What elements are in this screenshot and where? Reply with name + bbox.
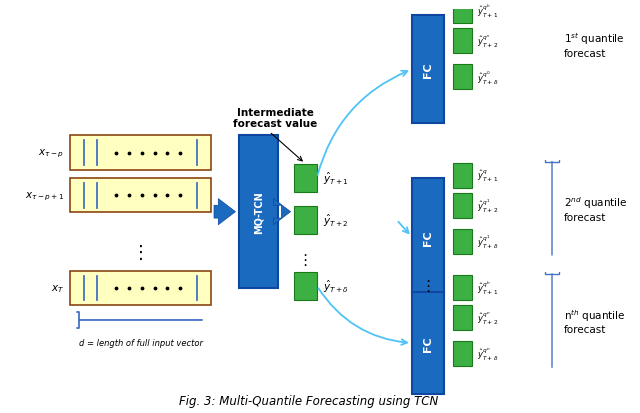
Bar [412,178,444,296]
Text: d = length of full input vector: d = length of full input vector [79,338,202,347]
Text: 1$^{st}$ quantile
forecast: 1$^{st}$ quantile forecast [564,31,625,58]
Bar [453,164,472,188]
Bar [70,136,211,170]
Text: $\hat{y}^{q^{\prime\prime}}_{T+2}$: $\hat{y}^{q^{\prime\prime}}_{T+2}$ [477,33,499,50]
Text: $x_{\tau-p}$: $x_{\tau-p}$ [38,147,64,159]
Text: Intermediate
forecast value: Intermediate forecast value [233,107,317,129]
Text: $\hat{y}^{q^h}_{T+1}$: $\hat{y}^{q^h}_{T+1}$ [477,279,499,297]
Text: $\hat{y}_{T+2}$: $\hat{y}_{T+2}$ [323,212,349,228]
Bar [453,29,472,54]
Text: MQ-TCN: MQ-TCN [253,191,264,233]
Text: Fig. 3: Multi-Quantile Forecasting using TCN: Fig. 3: Multi-Quantile Forecasting using… [179,394,438,407]
Text: ⋮: ⋮ [298,253,313,268]
Text: ⋮: ⋮ [456,228,469,241]
Text: $\hat{y}^{q^1}_{T+2}$: $\hat{y}^{q^1}_{T+2}$ [477,197,499,214]
Text: $\hat{y}^{q^1}_{T+\delta}$: $\hat{y}^{q^1}_{T+\delta}$ [477,233,499,250]
Bar [70,271,211,305]
Bar [70,179,211,213]
Text: $\hat{y}^{q^h}_{T+1}$: $\hat{y}^{q^h}_{T+1}$ [477,3,499,20]
Text: $\hat{y}^{q^0}_{T+\delta}$: $\hat{y}^{q^0}_{T+\delta}$ [477,69,499,86]
Text: n$^{th}$ quantile
forecast: n$^{th}$ quantile forecast [564,307,626,335]
Bar [453,65,472,90]
Text: ⋮: ⋮ [132,243,150,261]
Bar [412,16,444,124]
Text: $\hat{y}_{T+\delta}$: $\hat{y}_{T+\delta}$ [323,278,349,294]
Bar [294,206,317,234]
Polygon shape [273,199,291,225]
Text: FC: FC [422,62,433,78]
Text: FC: FC [422,229,433,245]
Text: $\hat{y}_{T+1}$: $\hat{y}_{T+1}$ [323,170,349,186]
Text: $\hat{y}^{q^n}_{T+2}$: $\hat{y}^{q^n}_{T+2}$ [477,310,499,326]
Bar [453,0,472,24]
Bar [453,342,472,366]
Text: ⋮: ⋮ [420,279,435,294]
Bar [453,305,472,330]
Bar [294,272,317,300]
Bar [239,136,278,288]
Polygon shape [214,199,236,225]
Text: FC: FC [422,335,433,351]
Text: 2$^{nd}$ quantile
forecast: 2$^{nd}$ quantile forecast [564,195,628,223]
Bar [294,164,317,192]
Text: $\hat{y}^{q}_{T+1}$: $\hat{y}^{q}_{T+1}$ [477,168,499,183]
Text: $x_T$: $x_T$ [51,282,64,294]
Text: ⋮: ⋮ [456,340,469,353]
Bar [453,275,472,300]
Text: ⋮: ⋮ [456,64,469,77]
Bar [453,229,472,254]
Bar [412,292,444,394]
Text: $x_{\tau-p+1}$: $x_{\tau-p+1}$ [25,190,64,202]
Text: $\hat{y}^{q^n}_{T+\delta}$: $\hat{y}^{q^n}_{T+\delta}$ [477,346,499,362]
Bar [453,193,472,218]
